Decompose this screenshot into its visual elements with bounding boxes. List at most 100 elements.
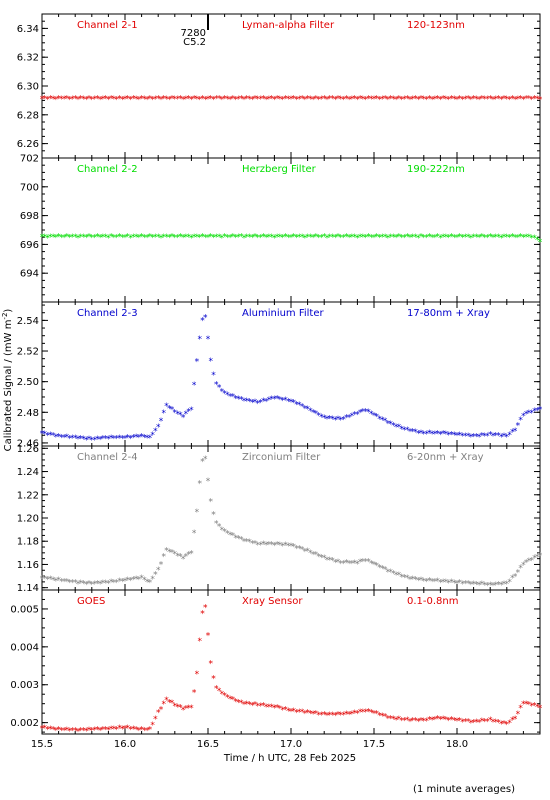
data-point: * <box>449 430 454 440</box>
data-point: * <box>261 702 266 712</box>
y-tick-label: 0.004 <box>10 642 39 653</box>
y-tick-label: 696 <box>20 240 39 251</box>
data-point: * <box>510 233 515 243</box>
data-point: * <box>422 430 427 440</box>
data-point: * <box>477 433 482 443</box>
data-point: * <box>153 427 158 437</box>
data-point: * <box>444 578 449 588</box>
data-point: * <box>529 96 534 106</box>
data-point: * <box>397 715 402 725</box>
data-point: * <box>181 413 186 423</box>
data-point: * <box>283 396 288 406</box>
data-point: * <box>45 576 50 586</box>
data-point: * <box>372 709 377 719</box>
y-tick-label: 0.002 <box>10 718 39 729</box>
data-point: * <box>206 233 211 243</box>
data-point: * <box>164 696 169 706</box>
y-tick-label: 698 <box>20 211 39 222</box>
series-points: ****************************************… <box>40 94 543 105</box>
data-point: * <box>482 95 487 105</box>
data-point: * <box>452 95 457 105</box>
data-point: * <box>286 233 291 243</box>
data-point: * <box>507 719 512 729</box>
band-label: 6-20nm + Xray <box>407 452 484 463</box>
data-point: * <box>156 423 161 433</box>
data-point: * <box>505 721 510 731</box>
data-point: * <box>167 234 172 244</box>
data-point: * <box>103 579 108 589</box>
data-point: * <box>433 578 438 588</box>
data-point: * <box>95 233 100 243</box>
data-point: * <box>170 94 175 104</box>
data-point: * <box>139 233 144 243</box>
data-point: * <box>355 560 360 570</box>
data-point: * <box>197 95 202 105</box>
data-point: * <box>178 94 183 104</box>
data-point: * <box>322 233 327 243</box>
data-point: * <box>319 711 324 721</box>
data-point: * <box>416 234 421 244</box>
y-tick-label: 2.52 <box>17 347 39 358</box>
data-point: * <box>358 408 363 418</box>
data-point: * <box>386 234 391 244</box>
data-point: * <box>402 574 407 584</box>
data-point: * <box>466 579 471 589</box>
data-point: * <box>399 425 404 435</box>
data-point: * <box>95 579 100 589</box>
data-point: * <box>516 568 521 578</box>
data-point: * <box>361 708 366 718</box>
data-point: * <box>90 436 95 446</box>
data-point: * <box>289 233 294 243</box>
data-point: * <box>344 94 349 104</box>
data-point: * <box>278 541 283 551</box>
data-point: * <box>410 717 415 727</box>
data-point: * <box>150 95 155 105</box>
data-point: * <box>117 577 122 587</box>
data-point: * <box>54 95 59 105</box>
data-point: * <box>394 571 399 581</box>
data-point: * <box>106 435 111 445</box>
data-point: * <box>142 576 147 586</box>
data-point: * <box>477 95 482 105</box>
data-point: * <box>65 726 70 736</box>
data-point: * <box>405 94 410 104</box>
data-point: * <box>505 433 510 443</box>
data-point: * <box>272 395 277 405</box>
data-point: * <box>170 406 175 416</box>
data-point: * <box>272 704 277 714</box>
data-point: * <box>513 715 518 725</box>
data-point: * <box>474 432 479 442</box>
data-point: * <box>62 434 67 444</box>
data-point: * <box>333 96 338 106</box>
data-point: * <box>76 435 81 445</box>
data-point: * <box>283 541 288 551</box>
data-point: * <box>463 233 468 243</box>
data-point: * <box>209 498 214 508</box>
data-point: * <box>70 233 75 243</box>
data-point: * <box>203 95 208 105</box>
data-point: * <box>126 434 131 444</box>
data-point: * <box>56 726 61 736</box>
data-point: * <box>388 568 393 578</box>
data-point: * <box>170 233 175 243</box>
data-point: * <box>134 95 139 105</box>
data-point: * <box>446 234 451 244</box>
data-point: * <box>327 711 332 721</box>
data-point: * <box>493 432 498 442</box>
data-point: * <box>327 415 332 425</box>
data-point: * <box>261 94 266 104</box>
data-point: * <box>275 541 280 551</box>
data-point: * <box>300 708 305 718</box>
data-point: * <box>366 558 371 568</box>
data-point: * <box>278 95 283 105</box>
data-point: * <box>488 431 493 441</box>
channel-label: Channel 2-1 <box>77 20 138 31</box>
data-point: * <box>236 698 241 708</box>
data-point: * <box>469 581 474 591</box>
filter-label: Lyman-alpha Filter <box>242 20 335 31</box>
data-point: * <box>43 233 48 243</box>
data-point: * <box>92 580 97 590</box>
data-point: * <box>264 541 269 551</box>
data-point: * <box>496 233 501 243</box>
data-point: * <box>380 233 385 243</box>
